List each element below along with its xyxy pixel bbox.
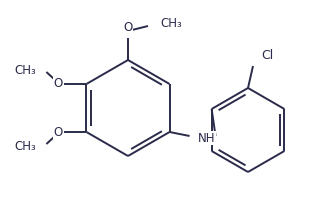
Text: CH₃: CH₃ — [15, 139, 37, 152]
Text: O: O — [123, 21, 133, 34]
Text: O: O — [53, 126, 62, 139]
Text: CH₃: CH₃ — [160, 16, 182, 29]
Text: Cl: Cl — [261, 49, 273, 62]
Text: CH₃: CH₃ — [15, 63, 37, 76]
Text: NH: NH — [197, 131, 215, 144]
Text: O: O — [53, 76, 62, 89]
